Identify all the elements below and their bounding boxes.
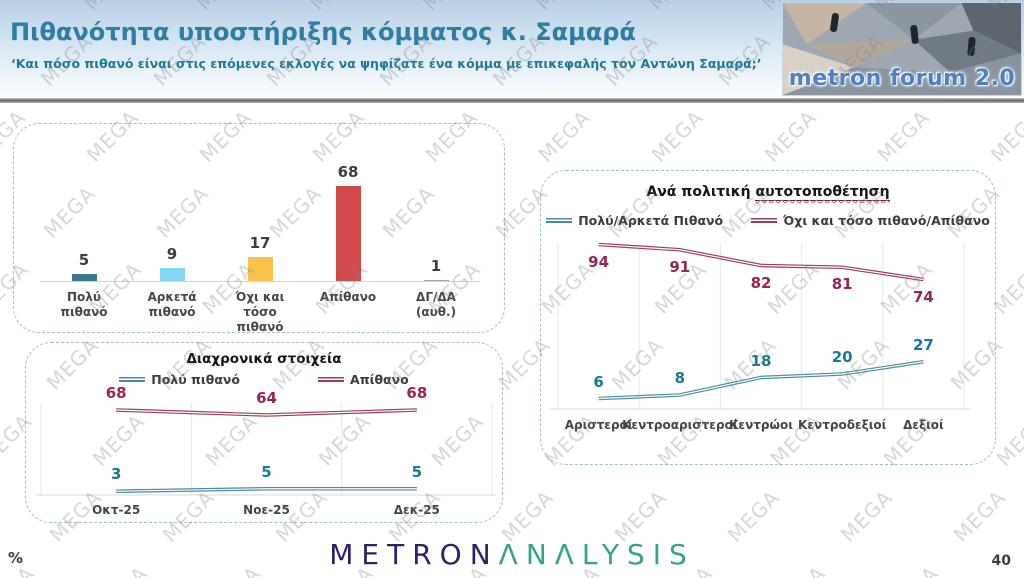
bar-value-label: 17 bbox=[249, 234, 271, 253]
percent-label: % bbox=[8, 549, 24, 567]
category-label: Οκτ-25 bbox=[92, 503, 141, 517]
watermark-text: MEGA bbox=[533, 105, 596, 167]
legend-label: Πολύ/Αρκετά Πιθανό bbox=[578, 213, 724, 228]
bar-value-label: 9 bbox=[166, 245, 178, 264]
bar bbox=[423, 279, 449, 281]
category-label: Νοε-25 bbox=[243, 503, 290, 517]
bar-chart: 5 9 17 68 1 bbox=[40, 142, 480, 282]
political-line-chart: 6 8 18 20 27 94 91 82 81 74 Αριστεροί Κεντροαριστερ… bbox=[541, 233, 997, 463]
bar-value-label: 68 bbox=[337, 162, 359, 181]
data-point-label: 64 bbox=[256, 389, 277, 407]
category-label: Κεντροαριστεροί bbox=[622, 418, 738, 432]
category-label: Δεξιοί bbox=[903, 418, 944, 432]
legend-label: Όχι και τόσο πιθανό/Απίθανο bbox=[783, 213, 990, 228]
metron-forum-logo: metron forum 2.0 bbox=[782, 2, 1022, 96]
watermark-text: MEGA bbox=[91, 561, 153, 578]
data-point-label: 27 bbox=[912, 335, 934, 354]
data-point-label: 18 bbox=[750, 351, 772, 370]
bar-value-label: 1 bbox=[430, 256, 442, 275]
data-point-label: 8 bbox=[674, 369, 686, 387]
data-point-label: 81 bbox=[831, 275, 853, 294]
legend-item: Όχι και τόσο πιθανό/Απίθανο bbox=[751, 213, 990, 228]
bar bbox=[335, 185, 361, 281]
bar-category-label: Αρκετά πιθανό bbox=[147, 290, 197, 319]
category-label: Κεντροδεξιοί bbox=[798, 418, 887, 432]
data-point-label: 5 bbox=[411, 462, 423, 481]
logo-person-silhouette bbox=[829, 12, 840, 33]
category-label: Αριστεροί bbox=[564, 418, 633, 432]
data-point-label: 68 bbox=[105, 384, 127, 402]
watermark-text: MEGA bbox=[646, 105, 709, 167]
data-point-label: 5 bbox=[261, 462, 272, 481]
header: Πιθανότητα υποστήριξης κόμματος κ. Σαμαρ… bbox=[0, 0, 1024, 98]
likelihood-bar-chart-panel: 5 9 17 68 1 Πολύ πιθανό Αρκετά πιθανό Όχι και … bbox=[13, 123, 505, 335]
watermark-text: MEGA bbox=[835, 485, 898, 547]
bar-value-label: 5 bbox=[78, 251, 90, 269]
watermark-text: MEGA bbox=[872, 105, 935, 167]
page-title: Πιθανότητα υποστήριξης κόμματος κ. Σαμαρ… bbox=[10, 18, 636, 46]
page-number: 40 bbox=[991, 553, 1011, 569]
watermark-text: MEGA bbox=[882, 561, 944, 578]
watermark-text: MEGA bbox=[985, 105, 1024, 167]
bar-column: 9 bbox=[128, 142, 216, 281]
political-chart-title-underlined: αυτοτοποθέτηση bbox=[755, 184, 890, 201]
page-subtitle: ‘Και πόσο πιθανό είναι στις επόμενες εκλ… bbox=[11, 56, 762, 71]
watermark-text: MEGA bbox=[759, 105, 822, 167]
bar-column: 5 bbox=[40, 142, 128, 281]
data-point-label: 74 bbox=[912, 287, 934, 306]
legend-label: Πολύ πιθανό bbox=[151, 372, 241, 387]
timeline-chart-legend: Πολύ πιθανό Απίθανο bbox=[26, 372, 502, 387]
legend-item: Πολύ πιθανό bbox=[119, 372, 240, 387]
header-divider bbox=[0, 98, 1024, 103]
watermark-text: MEGA bbox=[204, 561, 266, 578]
legend-line-swatch bbox=[751, 218, 778, 223]
category-label: Κεντρώοι bbox=[729, 418, 793, 432]
bar bbox=[247, 257, 273, 281]
legend-item: Απίθανο bbox=[318, 372, 409, 387]
brand-metron-text: METRON bbox=[329, 538, 499, 571]
bar bbox=[71, 274, 97, 281]
bar-category-label: Απίθανο bbox=[319, 290, 377, 304]
bar-category-label: Πολύ πιθανό bbox=[60, 290, 108, 319]
category-label: Δεκ-25 bbox=[393, 503, 440, 517]
data-point-label: 68 bbox=[406, 384, 428, 402]
data-point-label: 6 bbox=[593, 372, 604, 391]
bar-category-label: Όχι και τόσο πιθανό bbox=[235, 290, 285, 334]
bar bbox=[159, 268, 185, 281]
timeline-chart-title: Διαχρονικά στοιχεία bbox=[186, 351, 342, 367]
legend-item: Πολύ/Αρκετά Πιθανό bbox=[546, 213, 723, 228]
political-chart-title-prefix: Ανά πολιτική bbox=[646, 184, 756, 200]
brand-analysis-text: ΛNΛLYSIS bbox=[498, 538, 695, 571]
legend-line-swatch bbox=[546, 218, 573, 223]
bar-column: 1 bbox=[392, 142, 480, 281]
logo-text: metron forum 2.0 bbox=[788, 66, 1016, 91]
data-point-label: 20 bbox=[831, 348, 853, 366]
metron-analysis-logo: METRONΛNΛLYSIS bbox=[329, 538, 694, 571]
bar-chart-categories: Πολύ πιθανό Αρκετά πιθανό Όχι και τόσο πιθ… bbox=[40, 290, 480, 335]
data-point-label: 82 bbox=[750, 273, 772, 292]
bar-category-label: ΔΓ/ΔΑ (αυθ.) bbox=[415, 290, 457, 319]
legend-label: Απίθανο bbox=[350, 372, 409, 387]
timeline-chart-panel: Διαχρονικά στοιχεία Πολύ πιθανό Απίθανο 3… bbox=[25, 342, 503, 523]
watermark-text: MEGA bbox=[948, 485, 1011, 547]
bar-column: 68 bbox=[304, 142, 392, 281]
political-chart-title: Ανά πολιτική αυτοτοποθέτηση bbox=[541, 184, 995, 201]
timeline-line-chart: 3 5 5 68 64 68 Οκτ-25 Νοε-25 Δεκ-25 bbox=[26, 384, 504, 524]
political-chart-legend: Πολύ/Αρκετά Πιθανό Όχι και τόσο πιθανό/Απ… bbox=[541, 213, 995, 228]
political-placement-chart-panel: Ανά πολιτική αυτοτοποθέτηση Πολύ/Αρκετά … bbox=[540, 170, 996, 465]
watermark-text: MEGA bbox=[769, 561, 831, 578]
watermark-text: MEGA bbox=[722, 485, 785, 547]
data-point-label: 94 bbox=[588, 252, 610, 271]
bar-column: 17 bbox=[216, 142, 304, 281]
data-point-label: 91 bbox=[669, 257, 691, 276]
legend-line-swatch bbox=[119, 377, 146, 382]
legend-line-swatch bbox=[318, 377, 345, 382]
data-point-label: 3 bbox=[110, 465, 122, 484]
